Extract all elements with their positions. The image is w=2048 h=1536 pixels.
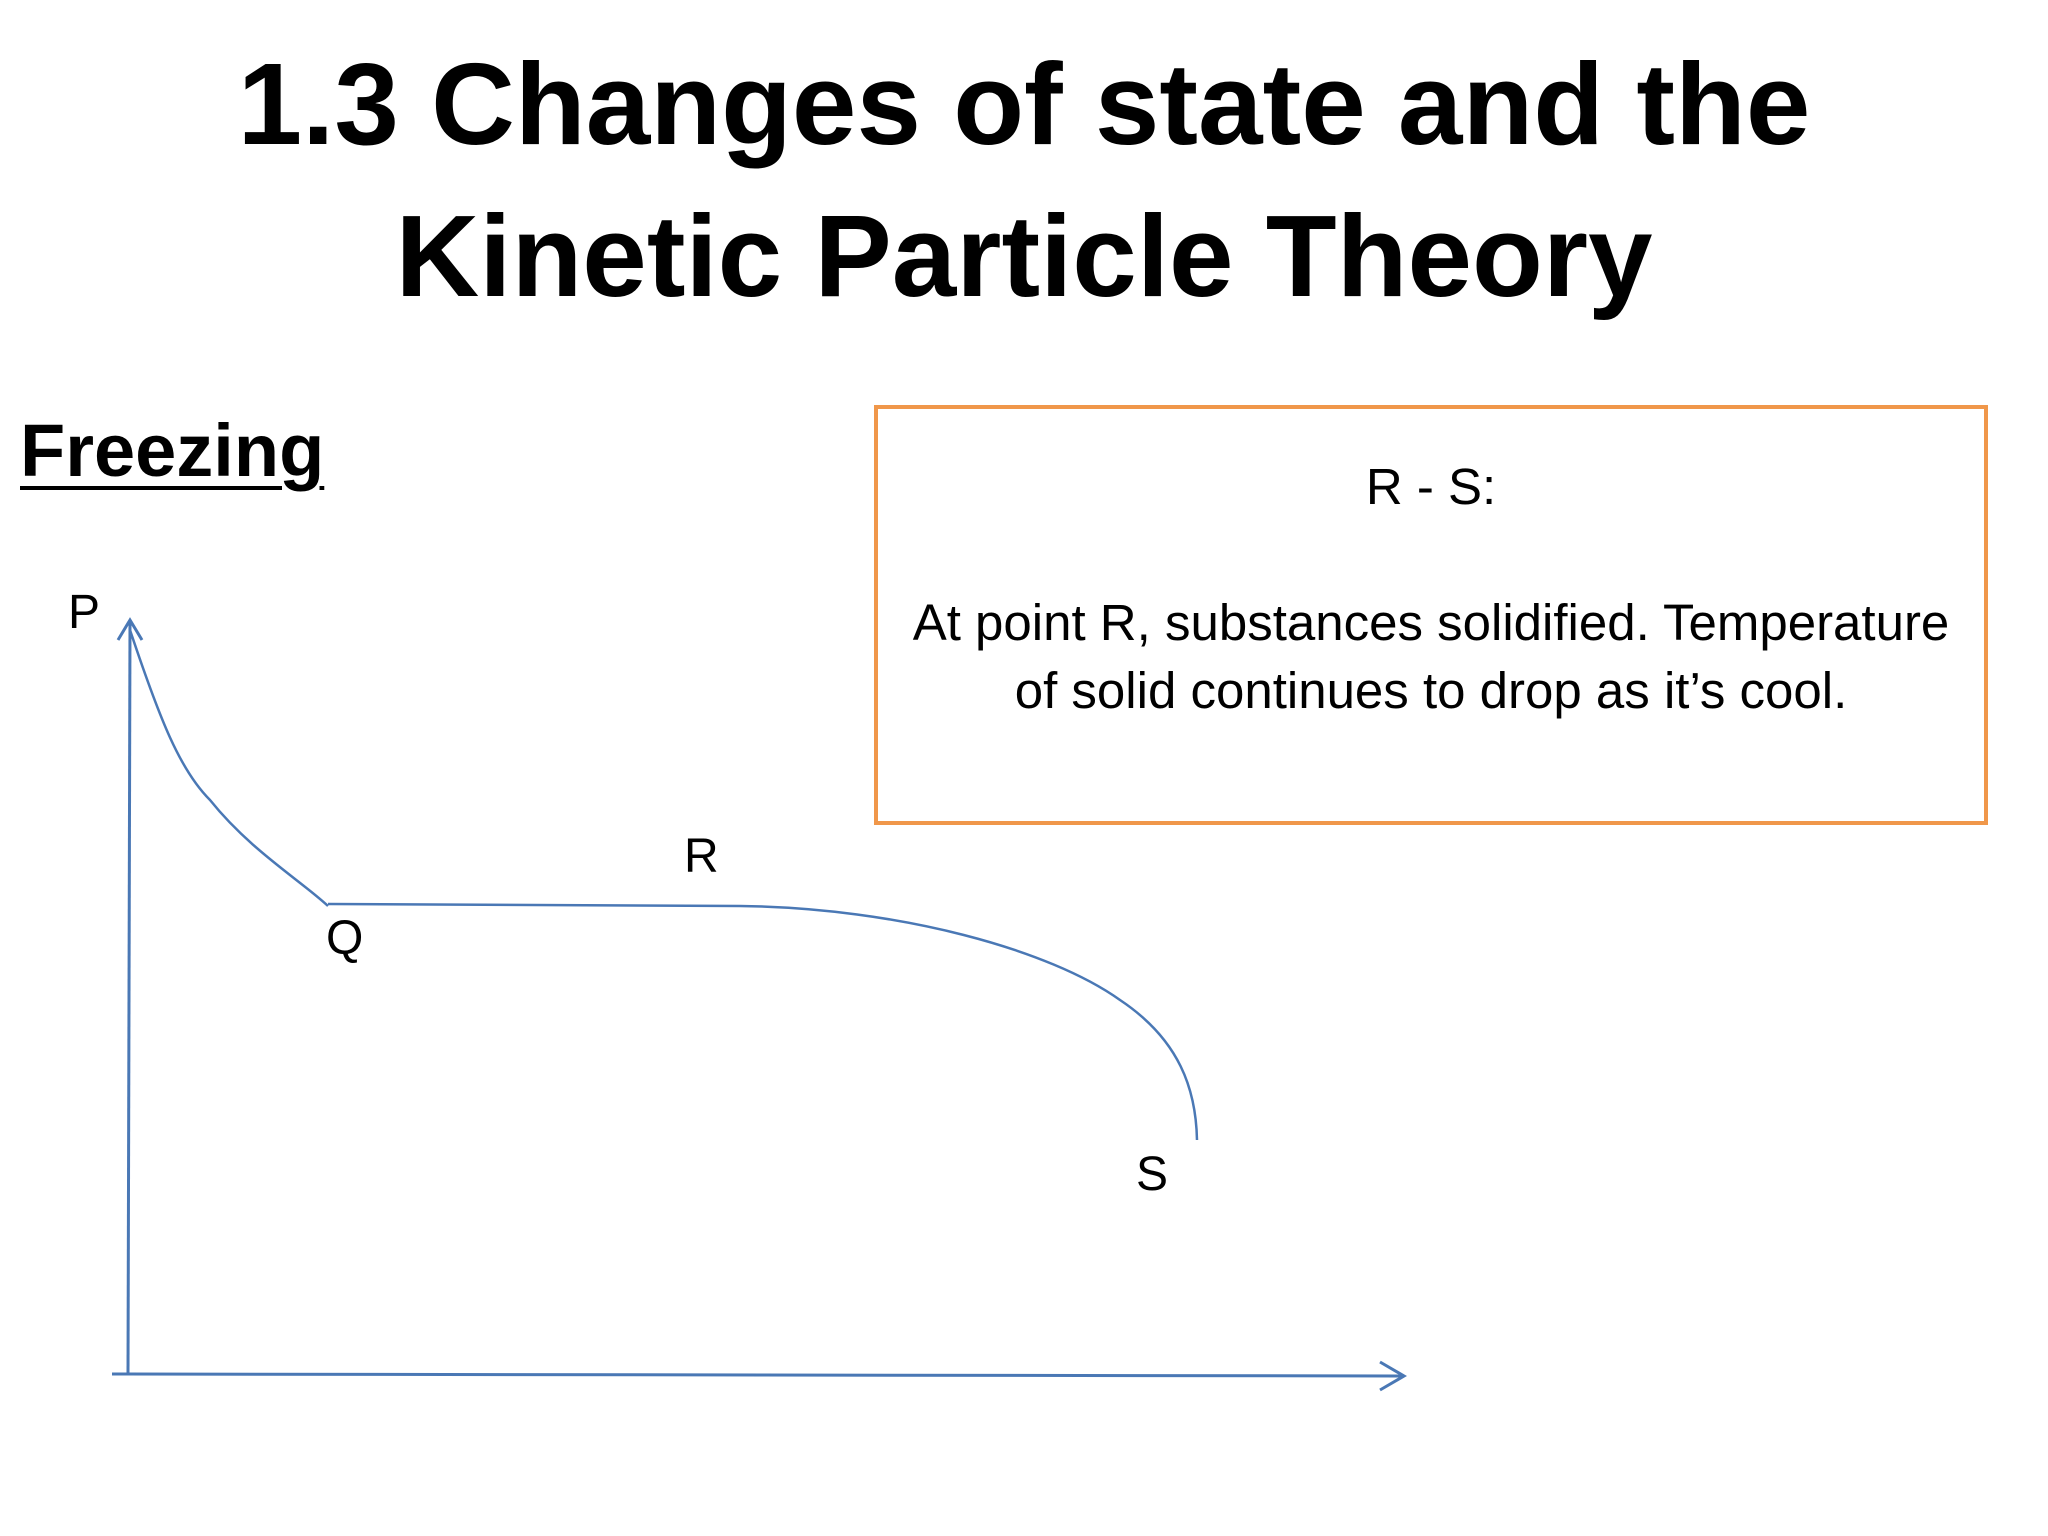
y-axis (126, 621, 132, 1375)
slide-title-line-2: Kinetic Particle Theory (395, 191, 1653, 321)
point-label-s: S (1136, 1148, 1168, 1201)
info-box: R - S: At point R, substances solidified… (874, 405, 1988, 825)
section-heading-freezing: Freezing (20, 409, 325, 492)
slide-title: 1.3 Changes of state and the Kinetic Par… (0, 28, 2048, 332)
x-axis-arrowhead (1379, 1360, 1407, 1392)
info-box-body: At point R, substances solidified. Tempe… (912, 594, 1950, 719)
info-box-title: R - S: (1365, 458, 1497, 515)
point-label-q: Q (326, 912, 363, 965)
point-label-p: P (68, 586, 100, 639)
x-axis (111, 1372, 1405, 1378)
curve-segment-p-q (128, 629, 329, 907)
y-axis-arrowhead (116, 617, 144, 641)
point-label-r: R (684, 830, 719, 883)
slide-title-line-1: 1.3 Changes of state and the (237, 39, 1811, 169)
curve-segment-r-s (739, 904, 1199, 1141)
curve-segment-q-r (327, 902, 741, 908)
